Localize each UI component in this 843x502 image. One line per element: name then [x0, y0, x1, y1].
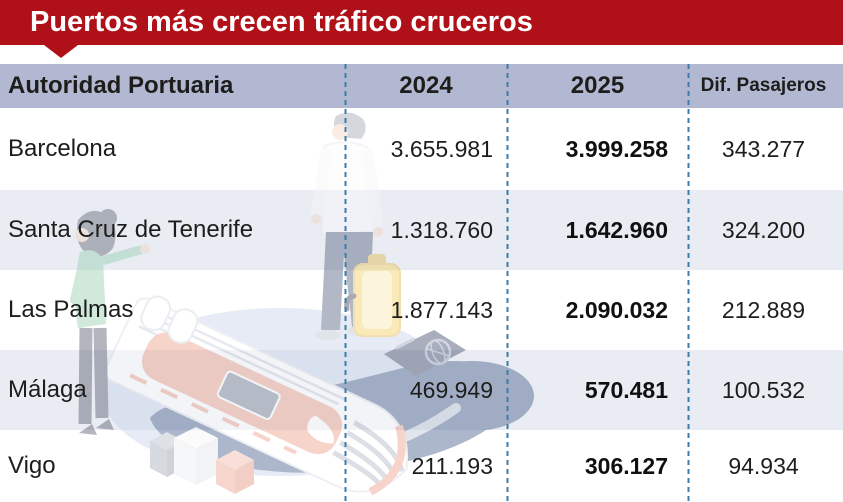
column-header-2024: 2024 [399, 72, 453, 99]
port-name-cell: Vigo [8, 452, 56, 479]
value-2025-cell: 306.127 [584, 452, 668, 479]
table-row: Santa Cruz de Tenerife 1.318.760 1.642.9… [0, 190, 843, 270]
value-2024-cell: 1.877.143 [390, 296, 493, 323]
port-name-cell: Málaga [8, 376, 87, 403]
port-name-cell: Santa Cruz de Tenerife [8, 216, 254, 243]
title-banner: Puertos más crecen tráfico cruceros [0, 0, 843, 45]
dif-pasajeros-cell: 343.277 [721, 135, 806, 162]
column-header-2025: 2025 [570, 72, 625, 99]
dif-pasajeros-cell: 212.889 [721, 296, 806, 323]
table-row: Málaga 469.949 570.481 100.532 [0, 350, 843, 430]
chart-title: Puertos más crecen tráfico cruceros [30, 6, 533, 38]
banner-pointer [44, 45, 78, 58]
alt-row-band [0, 350, 843, 430]
dif-pasajeros-cell: 100.532 [721, 376, 806, 403]
dif-pasajeros-cell: 94.934 [728, 452, 799, 479]
value-2025-cell: 1.642.960 [565, 216, 668, 243]
port-name-cell: Las Palmas [8, 296, 134, 323]
value-2024-cell: 3.655.981 [390, 135, 493, 162]
table-row: Vigo 211.193 306.127 94.934 [0, 430, 843, 502]
value-2024-cell: 1.318.760 [390, 216, 493, 243]
port-name-cell: Barcelona [8, 135, 117, 162]
value-2024-cell: 469.949 [409, 376, 493, 403]
table-header-row: Autoridad Portuaria 2024 2025 Dif. Pasaj… [0, 64, 843, 108]
dif-pasajeros-cell: 324.200 [721, 216, 806, 243]
table-row: Barcelona 3.655.981 3.999.258 343.277 [0, 108, 843, 190]
alt-row-band [0, 190, 843, 270]
column-header-port: Autoridad Portuaria [8, 72, 234, 99]
value-2025-cell: 3.999.258 [565, 135, 668, 162]
value-2025-cell: 570.481 [584, 376, 668, 403]
value-2025-cell: 2.090.032 [565, 296, 668, 323]
table-row: Las Palmas 1.877.143 2.090.032 212.889 [0, 270, 843, 350]
value-2024-cell: 211.193 [411, 452, 493, 479]
column-header-dif: Dif. Pasajeros [700, 75, 827, 96]
header-band [0, 64, 843, 108]
